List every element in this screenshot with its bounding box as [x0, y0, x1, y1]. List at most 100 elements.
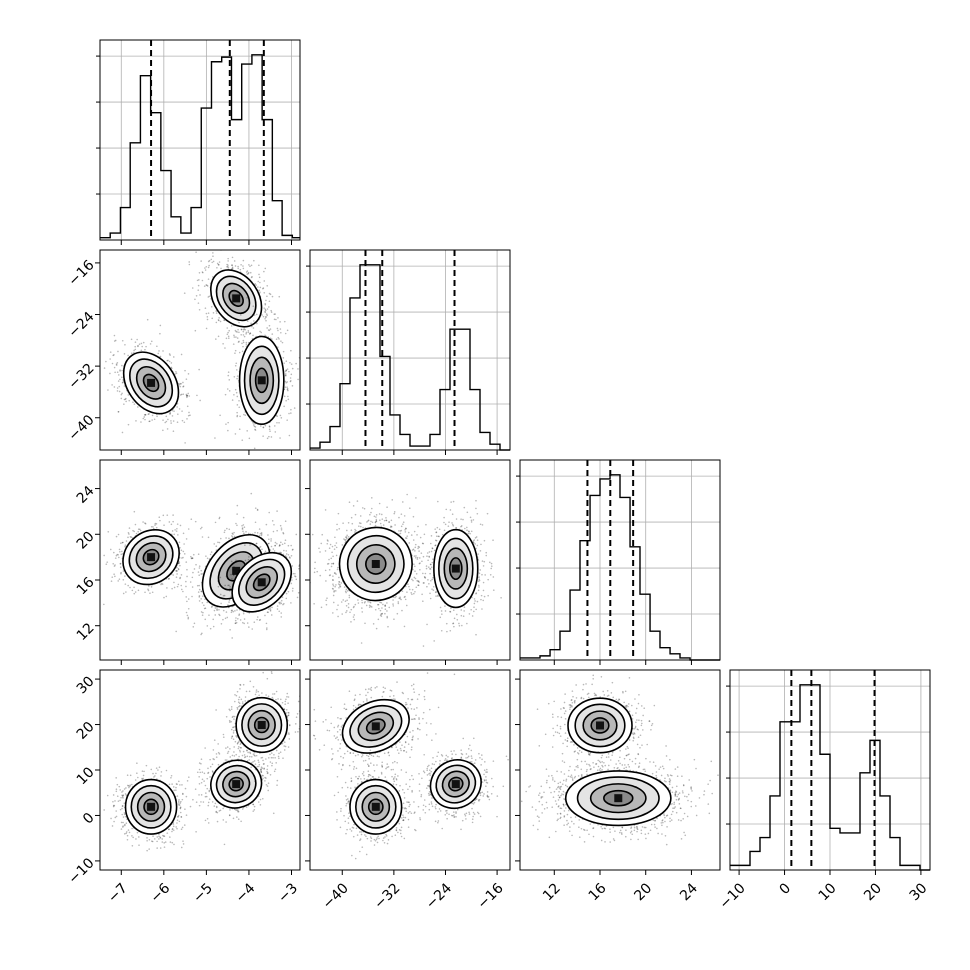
sample-point: [235, 362, 238, 365]
sample-point: [359, 515, 362, 517]
sample-point: [248, 333, 251, 335]
sample-point: [259, 291, 261, 293]
sample-point: [306, 599, 308, 601]
sample-point: [227, 266, 230, 269]
sample-point: [290, 363, 293, 365]
sample-point: [343, 586, 346, 588]
sample-point: [211, 276, 214, 278]
sample-point: [379, 609, 382, 612]
sample-point: [187, 598, 190, 600]
sample-point: [105, 360, 107, 363]
sample-point: [166, 587, 168, 589]
sample-point: [273, 523, 275, 526]
sample-point: [199, 294, 201, 296]
sample-point: [182, 381, 184, 384]
sample-point: [130, 338, 133, 341]
sample-point: [178, 562, 180, 565]
sample-point: [246, 296, 248, 299]
sample-point: [197, 571, 200, 573]
sample-point: [253, 314, 256, 316]
sample-point: [264, 267, 267, 270]
sample-point: [236, 504, 239, 507]
sample-point: [404, 595, 406, 598]
sample-point: [231, 268, 233, 270]
sample-point: [215, 310, 217, 312]
sample-point: [277, 329, 279, 332]
sample-point: [147, 413, 150, 416]
sample-point: [333, 590, 336, 592]
sample-point: [339, 585, 341, 587]
sample-point: [361, 607, 363, 609]
sample-point: [198, 595, 201, 597]
sample-point: [227, 264, 229, 266]
sample-point: [220, 602, 222, 605]
sample-point: [391, 499, 394, 501]
sample-point: [196, 279, 199, 282]
sample-point: [205, 312, 208, 315]
sample-point: [128, 399, 131, 402]
sample-point: [178, 384, 181, 386]
sample-point: [112, 563, 115, 565]
sample-point: [225, 611, 228, 613]
sample-point: [406, 493, 408, 496]
sample-point: [177, 562, 180, 565]
sample-point: [171, 587, 173, 590]
sample-point: [291, 385, 294, 387]
sample-point: [233, 566, 235, 568]
sample-point: [177, 583, 180, 586]
sample-point: [341, 544, 344, 546]
sample-point: [113, 354, 115, 356]
sample-point: [238, 331, 240, 334]
sample-point: [278, 295, 281, 298]
sample-point: [180, 393, 183, 396]
sample-point: [344, 536, 347, 539]
sample-point: [201, 536, 204, 538]
sample-point: [291, 579, 293, 581]
sample-point: [147, 589, 150, 592]
sample-point: [290, 408, 292, 411]
sample-point: [190, 518, 193, 521]
sample-point: [284, 332, 287, 335]
sample-point: [196, 584, 199, 587]
sample-point: [289, 380, 292, 383]
sample-point: [282, 357, 285, 359]
sample-point: [202, 271, 204, 274]
sample-point: [200, 633, 202, 636]
sample-point: [218, 613, 220, 616]
sample-point: [279, 544, 281, 547]
sample-point: [292, 548, 294, 551]
sample-point: [248, 626, 250, 628]
sample-point: [379, 522, 382, 525]
sample-point: [113, 366, 116, 369]
sample-point: [167, 578, 170, 580]
sample-point: [291, 367, 294, 370]
sample-point: [198, 308, 201, 311]
sample-point: [165, 595, 168, 598]
sample-point: [230, 611, 233, 614]
sample-point: [219, 414, 221, 417]
sample-point: [236, 560, 239, 563]
sample-point: [215, 321, 218, 324]
sample-point: [374, 524, 377, 527]
sample-point: [287, 395, 289, 398]
sample-point: [420, 552, 423, 554]
sample-point: [290, 379, 292, 382]
sample-point: [253, 320, 255, 322]
sample-point: [117, 380, 120, 382]
sample-point: [265, 622, 268, 625]
sample-point: [255, 542, 258, 545]
sample-point: [118, 578, 121, 580]
sample-point: [97, 333, 99, 335]
sample-point: [225, 537, 227, 539]
sample-point: [284, 520, 287, 522]
sample-point: [226, 527, 228, 530]
sample-point: [125, 397, 127, 400]
sample-point: [268, 300, 271, 303]
sample-point: [313, 603, 315, 605]
sample-point: [269, 337, 272, 339]
sample-point: [227, 429, 229, 432]
sample-point: [203, 604, 205, 607]
sample-point: [233, 535, 236, 538]
sample-point: [268, 608, 270, 610]
sample-point: [179, 524, 182, 527]
